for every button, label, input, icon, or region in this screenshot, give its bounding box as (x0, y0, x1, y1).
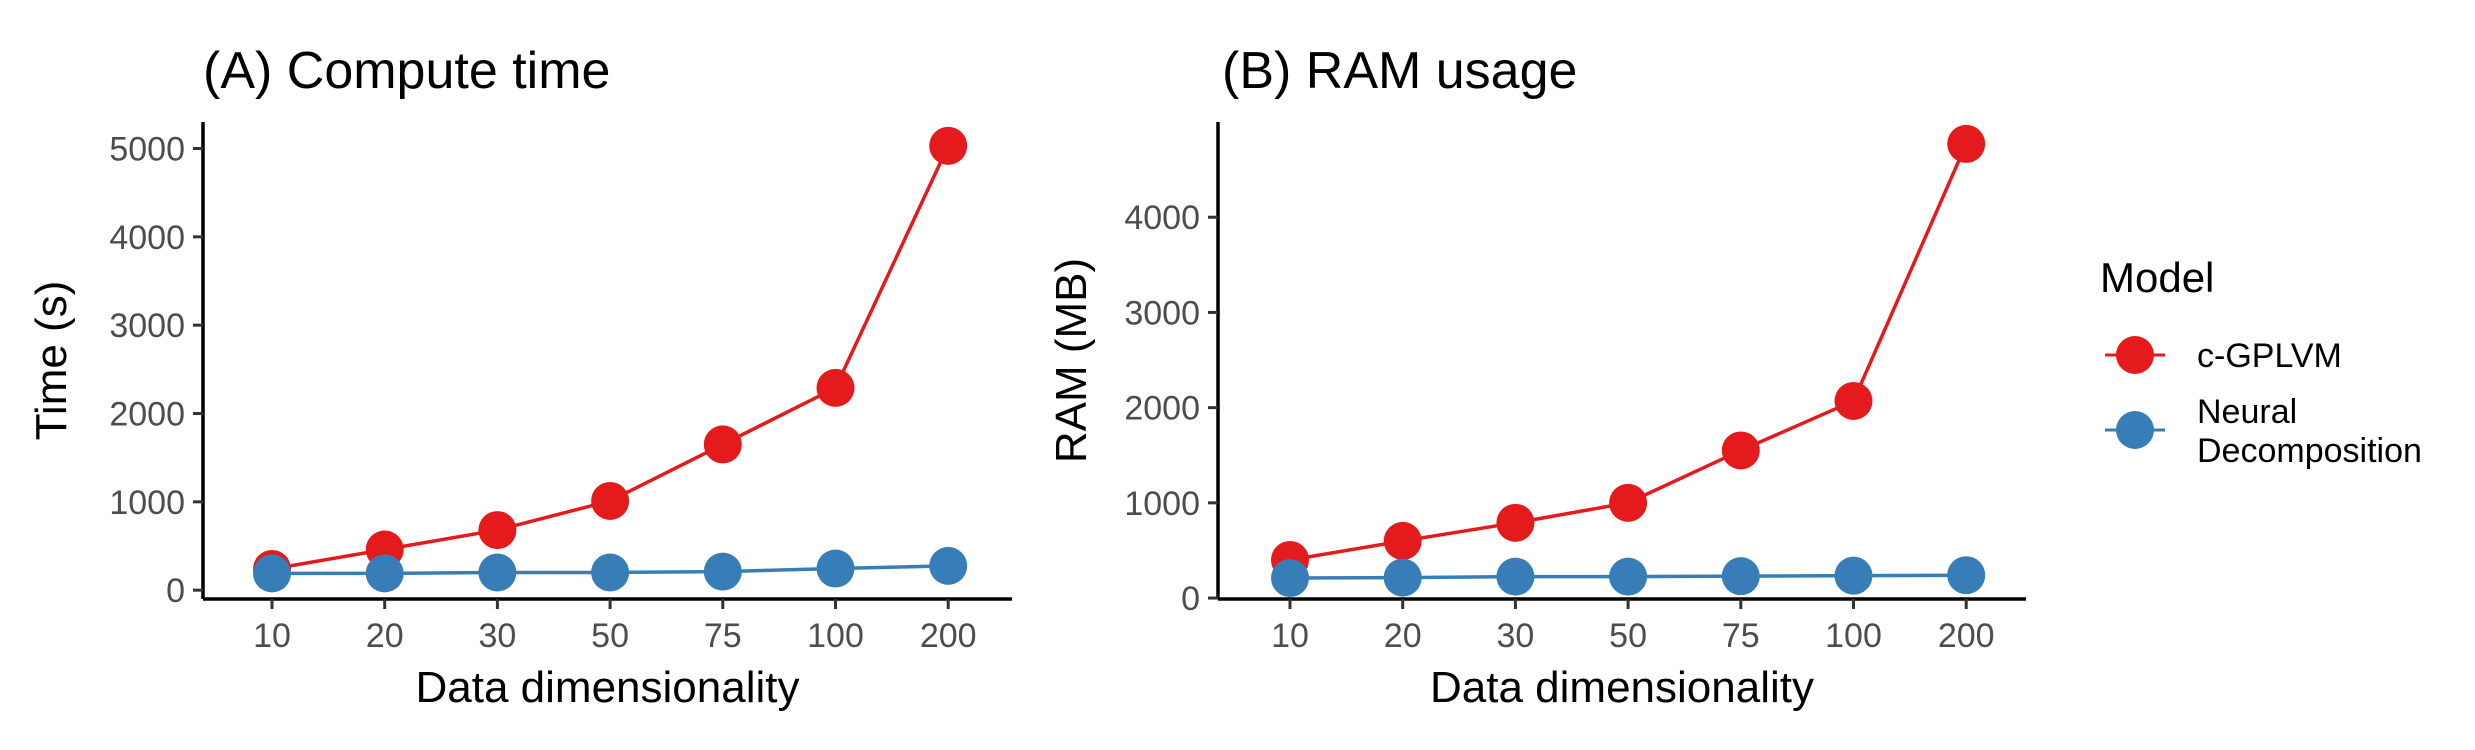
x-tick-label: 20 (366, 617, 404, 655)
y-tick-label: 2000 (1124, 390, 1200, 428)
data-point-c-gplvm (591, 481, 630, 520)
x-tick-label: 100 (807, 617, 864, 655)
legend-label-neural: Neural (2197, 393, 2297, 431)
y-tick-label: 5000 (109, 131, 185, 169)
x-tick-label: 50 (1609, 617, 1647, 655)
data-point-c-gplvm (1609, 483, 1648, 522)
y-tick-label: 3000 (109, 307, 185, 345)
legend: Model c-GPLVM Neural Decomposition (2100, 254, 2422, 470)
data-point-neural-decomposition (1271, 559, 1309, 598)
x-tick-label: 75 (1722, 617, 1760, 655)
legend-item-c-gplvm: c-GPLVM (2105, 336, 2342, 375)
data-point-neural-decomposition (478, 553, 517, 592)
legend-label-c-gplvm: c-GPLVM (2197, 337, 2342, 375)
data-point-neural-decomposition (703, 552, 742, 591)
x-tick-label: 200 (920, 617, 977, 655)
y-tick-label: 4000 (109, 219, 185, 257)
data-point-c-gplvm (1496, 503, 1535, 542)
x-tick-label: 200 (1938, 617, 1995, 655)
x-tick-label: 10 (253, 617, 291, 655)
data-point-c-gplvm (703, 425, 742, 464)
legend-label-decomposition: Decomposition (2197, 432, 2422, 470)
data-point-c-gplvm (929, 126, 968, 165)
data-point-neural-decomposition (591, 553, 630, 592)
data-point-neural-decomposition (1496, 557, 1535, 596)
y-tick-label: 1000 (109, 484, 185, 522)
data-point-neural-decomposition (929, 546, 968, 585)
chart-title: (B) RAM usage (1222, 42, 1577, 100)
y-tick-label: 2000 (109, 396, 185, 434)
data-point-c-gplvm (478, 511, 517, 550)
data-point-c-gplvm (1383, 521, 1422, 560)
y-axis-label: Time (s) (27, 281, 76, 441)
y-tick-label: 0 (166, 572, 185, 610)
legend-key-marker (2116, 411, 2154, 449)
data-point-neural-decomposition (816, 549, 855, 588)
data-point-neural-decomposition (1947, 556, 1986, 595)
data-point-neural-decomposition (1834, 556, 1873, 595)
data-point-c-gplvm (1721, 431, 1760, 470)
data-point-neural-decomposition (1383, 558, 1422, 597)
y-tick-label: 1000 (1124, 485, 1200, 523)
y-axis-label: RAM (MB) (1047, 258, 1096, 463)
x-tick-label: 30 (1496, 617, 1534, 655)
legend-key-marker (2116, 336, 2154, 374)
y-tick-label: 4000 (1124, 199, 1200, 237)
chart-title: (A) Compute time (203, 42, 610, 100)
data-point-neural-decomposition (1721, 557, 1760, 596)
x-axis-label: Data dimensionality (1430, 663, 1814, 712)
legend-title: Model (2100, 254, 2214, 301)
data-point-neural-decomposition (253, 554, 291, 593)
panel-compute-time: (A) Compute time 0 1000 2000 3000 4000 5000 10 2… (27, 42, 1012, 712)
x-tick-label: 20 (1384, 617, 1422, 655)
data-point-neural-decomposition (1609, 557, 1648, 596)
data-point-c-gplvm (1947, 124, 1986, 163)
data-point-neural-decomposition (365, 554, 404, 593)
panel-ram-usage: (B) RAM usage 0 1000 2000 3000 4000 10 20 30 50 75… (1047, 42, 2026, 712)
x-tick-label: 30 (478, 617, 516, 655)
x-tick-label: 75 (704, 617, 742, 655)
legend-item-neural-decomposition: Neural Decomposition (2105, 393, 2422, 470)
x-tick-label: 50 (591, 617, 629, 655)
y-tick-label: 0 (1181, 580, 1200, 618)
x-axis-label: Data dimensionality (416, 663, 800, 712)
data-point-c-gplvm (816, 368, 855, 407)
data-point-c-gplvm (1834, 381, 1873, 420)
y-tick-label: 3000 (1124, 294, 1200, 332)
x-tick-label: 100 (1825, 617, 1882, 655)
x-tick-label: 10 (1271, 617, 1309, 655)
